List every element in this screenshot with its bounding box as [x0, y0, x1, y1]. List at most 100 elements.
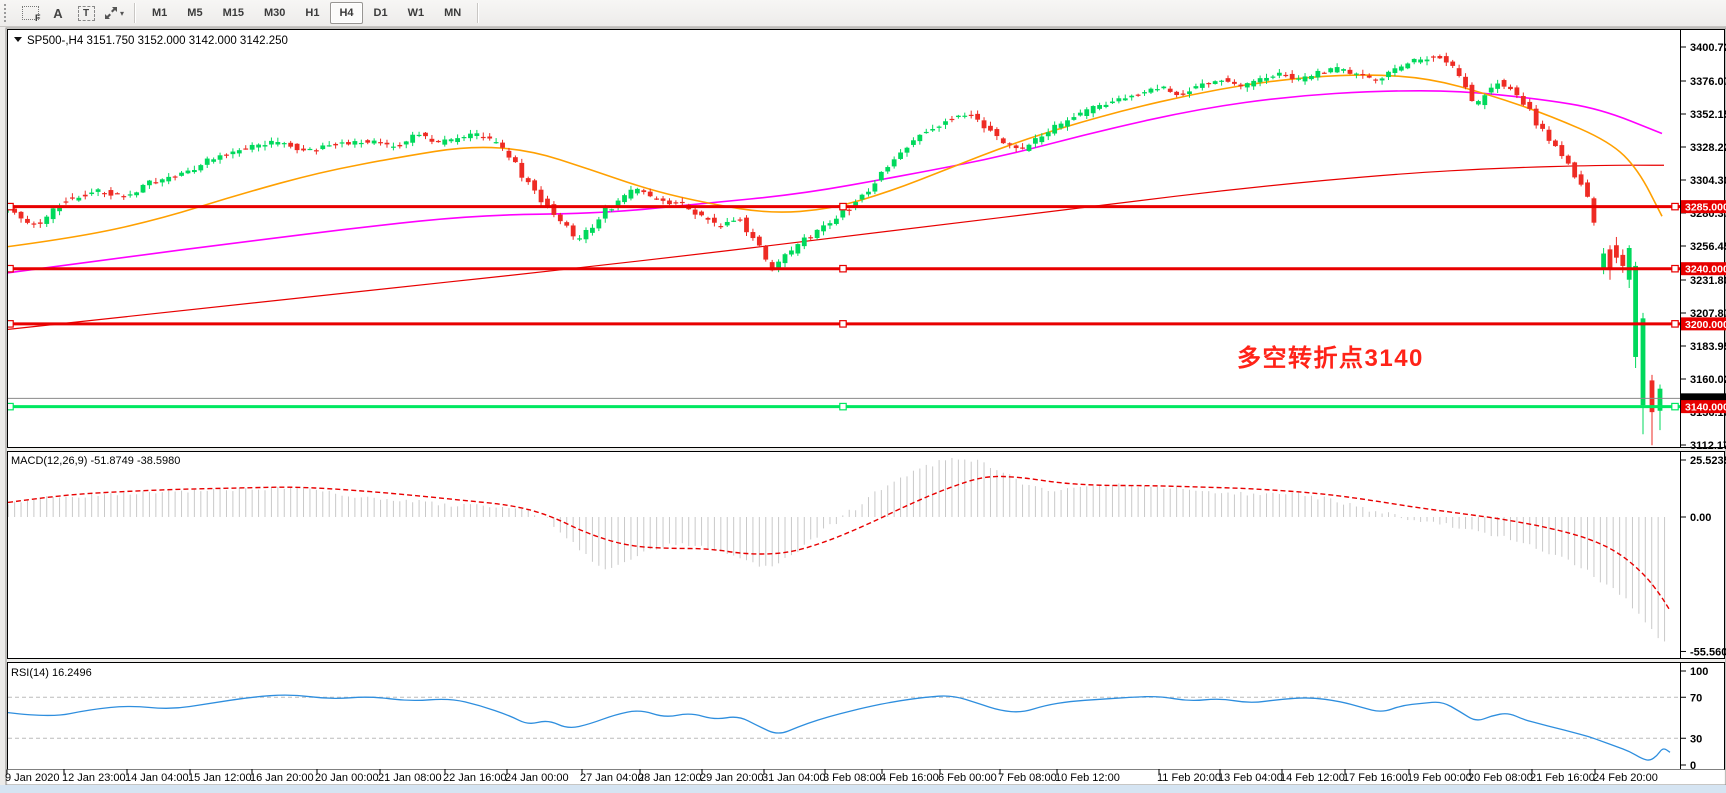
timeframe-m15[interactable]: M15: [222, 7, 244, 19]
svg-text:19 Feb 00:00: 19 Feb 00:00: [1407, 772, 1472, 784]
macd-panel: [7, 451, 1725, 659]
svg-text:3200.000: 3200.000: [1685, 319, 1726, 331]
svg-text:9 Jan 2020: 9 Jan 2020: [5, 772, 59, 784]
svg-text:29 Jan 20:00: 29 Jan 20:00: [700, 772, 764, 784]
toolbar: F A T ▾ M1 M5 M15 M30 H1 H4 D1 W1 MN: [0, 0, 1726, 27]
hline-3200-handle[interactable]: [1671, 320, 1679, 328]
timeframe-mn[interactable]: MN: [444, 7, 462, 19]
timeframe-w1[interactable]: W1: [407, 7, 425, 19]
svg-text:25.5235: 25.5235: [1690, 455, 1726, 467]
svg-text:70: 70: [1690, 692, 1702, 704]
svg-text:20 Jan 00:00: 20 Jan 00:00: [315, 772, 379, 784]
svg-text:14 Jan 04:00: 14 Jan 04:00: [125, 772, 189, 784]
rsi-plot: [8, 694, 1680, 761]
svg-text:100: 100: [1690, 666, 1708, 678]
symbol-ohlc-header: SP500-,H4 3151.750 3152.000 3142.000 314…: [27, 35, 288, 47]
grid-f-tool[interactable]: F: [17, 1, 43, 25]
svg-text:3 Feb 08:00: 3 Feb 08:00: [823, 772, 882, 784]
toolbar-grip[interactable]: [4, 4, 12, 22]
svg-text:3183.950: 3183.950: [1690, 341, 1726, 353]
hline-3140-handle[interactable]: [1671, 402, 1679, 411]
hline-3285-handle[interactable]: [839, 202, 847, 211]
candles: [8, 52, 1663, 446]
price-tag-3140: [1681, 400, 1726, 414]
svg-text:30: 30: [1690, 733, 1702, 745]
svg-text:28 Jan 12:00: 28 Jan 12:00: [638, 772, 702, 784]
svg-text:22 Jan 16:00: 22 Jan 16:00: [443, 772, 507, 784]
arrows-tool[interactable]: ▾: [101, 1, 127, 25]
svg-text:3304.300: 3304.300: [1690, 175, 1726, 187]
svg-text:15 Jan 12:00: 15 Jan 12:00: [188, 772, 252, 784]
price-scale[interactable]: 3400.725 3376.075 3352.150 3328.225 3304.300…: [1681, 42, 1726, 772]
svg-text:0.00: 0.00: [1690, 512, 1711, 524]
svg-text:0: 0: [1690, 760, 1696, 772]
svg-text:3328.225: 3328.225: [1690, 142, 1726, 154]
timeframe-h4[interactable]: H4: [330, 2, 363, 24]
price-tag-3285: [1681, 200, 1726, 214]
hline-3140-handle[interactable]: [839, 402, 847, 411]
svg-text:3376.075: 3376.075: [1690, 76, 1726, 88]
macd-histogram: [8, 457, 1666, 642]
svg-text:10 Feb 12:00: 10 Feb 12:00: [1055, 772, 1120, 784]
timeframe-m30[interactable]: M30: [263, 7, 286, 19]
window-bottom-strip: [0, 785, 1726, 793]
annotation-text[interactable]: 多空转折点3140: [1237, 344, 1424, 372]
rsi-panel: [7, 662, 1725, 770]
date-axis-strip[interactable]: [7, 769, 1725, 785]
svg-text:3256.450: 3256.450: [1690, 241, 1726, 253]
timeframe-m5[interactable]: M5: [187, 7, 203, 19]
svg-text:3352.150: 3352.150: [1690, 109, 1726, 121]
svg-text:16 Jan 20:00: 16 Jan 20:00: [250, 772, 314, 784]
timeframe-h1[interactable]: H1: [305, 7, 320, 19]
svg-text:13 Feb 04:00: 13 Feb 04:00: [1218, 772, 1283, 784]
svg-text:3160.025: 3160.025: [1690, 374, 1726, 386]
svg-text:20 Feb 08:00: 20 Feb 08:00: [1468, 772, 1533, 784]
hline-3285-handle[interactable]: [1671, 202, 1679, 211]
timeframe-m1[interactable]: M1: [152, 7, 168, 19]
grid-f-icon: F: [21, 6, 41, 23]
svg-text:21 Feb 16:00: 21 Feb 16:00: [1530, 772, 1595, 784]
svg-text:27 Jan 04:00: 27 Jan 04:00: [580, 772, 644, 784]
svg-text:24 Feb 20:00: 24 Feb 20:00: [1593, 772, 1658, 784]
macd-signal-line: [8, 475, 1671, 611]
price-tag-3240: [1681, 262, 1726, 276]
text-tool[interactable]: A: [45, 1, 71, 25]
macd-label: MACD(12,26,9) -51.8749 -38.5980: [11, 455, 180, 467]
svg-text:24 Jan 00:00: 24 Jan 00:00: [505, 772, 569, 784]
bid-price-tag: [1681, 393, 1726, 405]
arrows-icon: [104, 6, 118, 20]
svg-text:4 Feb 16:00: 4 Feb 16:00: [880, 772, 939, 784]
svg-text:12 Jan 23:00: 12 Jan 23:00: [62, 772, 126, 784]
hline-3285-handle[interactable]: [7, 202, 14, 211]
toolbar-separator-end: [477, 3, 480, 23]
chart-svg[interactable]: 多空转折点3140 SP500-,H4 3151.750 3152.000 314…: [0, 27, 1726, 793]
hline-3200-handle[interactable]: [839, 320, 847, 328]
chart-window[interactable]: 多空转折点3140 SP500-,H4 3151.750 3152.000 314…: [0, 27, 1726, 793]
svg-text:3240.000: 3240.000: [1685, 264, 1726, 276]
hline-3240-handle[interactable]: [839, 264, 847, 273]
svg-text:3140.000: 3140.000: [1685, 402, 1726, 414]
svg-text:-55.5605: -55.5605: [1690, 646, 1726, 658]
svg-text:6 Feb 00:00: 6 Feb 00:00: [938, 772, 997, 784]
rsi-line: [8, 694, 1671, 761]
hline-3200-handle[interactable]: [7, 320, 14, 328]
tool-buttons: F A T ▾: [16, 1, 128, 25]
hline-3240-handle[interactable]: [7, 264, 14, 273]
symbol-dropdown-icon[interactable]: [14, 37, 22, 42]
svg-text:3207.875: 3207.875: [1690, 308, 1726, 320]
svg-text:14 Feb 12:00: 14 Feb 12:00: [1280, 772, 1345, 784]
svg-text:11 Feb 20:00: 11 Feb 20:00: [1157, 772, 1221, 784]
toolbar-separator: [134, 3, 136, 23]
hline-3140-handle[interactable]: [7, 402, 14, 411]
svg-text:7 Feb 08:00: 7 Feb 08:00: [998, 772, 1057, 784]
rsi-label: RSI(14) 16.2496: [11, 667, 92, 679]
main-chart-plot: 多空转折点3140: [7, 52, 1680, 446]
timeframe-d1[interactable]: D1: [373, 7, 388, 19]
date-axis[interactable]: 9 Jan 2020 12 Jan 23:00 14 Jan 04:00 15 Jan…: [5, 769, 1658, 785]
text-label-tool[interactable]: T: [73, 1, 99, 25]
main-panel: [7, 29, 1725, 448]
ma-fast-line: [8, 74, 1663, 248]
svg-text:3231.800: 3231.800: [1690, 275, 1726, 287]
hline-3240-handle[interactable]: [1671, 264, 1679, 273]
timeframe-buttons: M1 M5 M15 M30 H1 H4 D1 W1 MN: [142, 2, 471, 24]
